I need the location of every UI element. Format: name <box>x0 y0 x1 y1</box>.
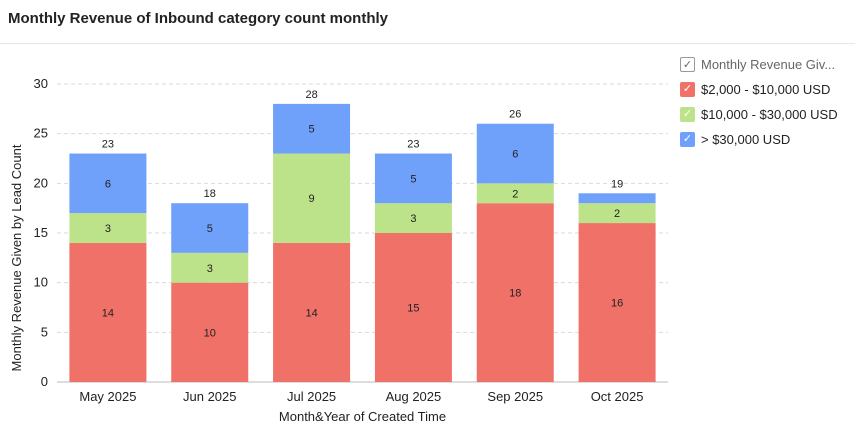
legend-checkbox-icon[interactable]: ✓ <box>680 82 695 97</box>
y-tick-label: 5 <box>41 324 48 339</box>
total-label: 26 <box>509 109 521 121</box>
x-tick-label: May 2025 <box>79 389 136 404</box>
bar-segment[interactable] <box>69 242 147 382</box>
legend-label: $2,000 - $10,000 USD <box>701 82 831 97</box>
bar-segment[interactable] <box>578 193 656 204</box>
bar-segment[interactable] <box>273 242 351 382</box>
data-label: 5 <box>309 124 315 136</box>
bar-segment[interactable] <box>273 153 351 243</box>
total-label: 23 <box>407 139 419 151</box>
data-label: 2 <box>512 188 518 200</box>
legend-label: $10,000 - $30,000 USD <box>701 107 838 122</box>
data-label: 5 <box>410 173 416 185</box>
bar-segment[interactable] <box>578 203 656 224</box>
data-label: 6 <box>512 149 518 161</box>
x-tick-label: Aug 2025 <box>386 389 442 404</box>
data-label: 14 <box>305 307 317 319</box>
x-tick-label: Sep 2025 <box>487 389 543 404</box>
chart-header: Monthly Revenue of Inbound category coun… <box>0 0 855 44</box>
data-label: 16 <box>611 298 623 310</box>
y-tick-label: 0 <box>41 374 48 389</box>
x-tick-label: Oct 2025 <box>591 389 644 404</box>
x-tick-label: Jun 2025 <box>183 389 237 404</box>
data-label: 14 <box>102 307 114 319</box>
bar-segment[interactable] <box>476 123 554 184</box>
y-tick-label: 25 <box>34 126 48 141</box>
data-label: 5 <box>207 223 213 235</box>
bar-segment[interactable] <box>171 203 249 253</box>
legend-label: > $30,000 USD <box>701 132 791 147</box>
legend-header-label: Monthly Revenue Giv... <box>701 57 836 72</box>
chart-title: Monthly Revenue of Inbound category coun… <box>8 10 389 27</box>
total-label: 18 <box>204 188 216 200</box>
data-label: 2 <box>614 208 620 220</box>
legend-item-series-2[interactable]: ✓ $10,000 - $30,000 USD <box>680 102 852 127</box>
y-tick-label: 15 <box>34 225 48 240</box>
bar-segment[interactable] <box>374 203 452 233</box>
x-axis-title: Month&Year of Created Time <box>279 409 446 424</box>
data-label: 10 <box>204 327 216 339</box>
y-tick-label: 10 <box>34 275 48 290</box>
data-label: 3 <box>105 223 111 235</box>
legend-item-series-3[interactable]: ✓ > $30,000 USD <box>680 127 852 152</box>
data-label: 3 <box>207 263 213 275</box>
bar-segment[interactable] <box>374 233 452 382</box>
y-tick-label: 20 <box>34 175 48 190</box>
y-axis-title: Monthly Revenue Given by Lead Count <box>9 144 24 371</box>
total-label: 28 <box>305 89 317 101</box>
x-tick-label: Jul 2025 <box>287 389 336 404</box>
data-label: 3 <box>410 213 416 225</box>
bar-segment[interactable] <box>476 183 554 204</box>
legend-checkbox-icon[interactable]: ✓ <box>680 107 695 122</box>
bar-segment[interactable] <box>171 252 249 283</box>
total-label: 19 <box>611 178 623 190</box>
legend-item-series-1[interactable]: ✓ $2,000 - $10,000 USD <box>680 77 852 102</box>
legend-header[interactable]: ✓ Monthly Revenue Giv... <box>680 52 852 77</box>
legend: ✓ Monthly Revenue Giv... ✓ $2,000 - $10,… <box>680 52 852 152</box>
total-label: 23 <box>102 139 114 151</box>
legend-checkbox-icon[interactable]: ✓ <box>680 132 695 147</box>
bar-segment[interactable] <box>69 153 147 214</box>
bar-segment[interactable] <box>69 213 147 243</box>
legend-header-checkbox-icon[interactable]: ✓ <box>680 57 695 72</box>
bar-segment[interactable] <box>273 103 351 154</box>
data-label: 9 <box>309 193 315 205</box>
bar-segment[interactable] <box>476 203 554 382</box>
data-label: 6 <box>105 178 111 190</box>
bar-segment[interactable] <box>578 223 656 382</box>
bar-segment[interactable] <box>374 153 452 204</box>
data-label: 18 <box>509 288 521 300</box>
bar-segment[interactable] <box>171 282 249 382</box>
y-tick-label: 30 <box>34 76 48 91</box>
data-label: 15 <box>407 303 419 315</box>
